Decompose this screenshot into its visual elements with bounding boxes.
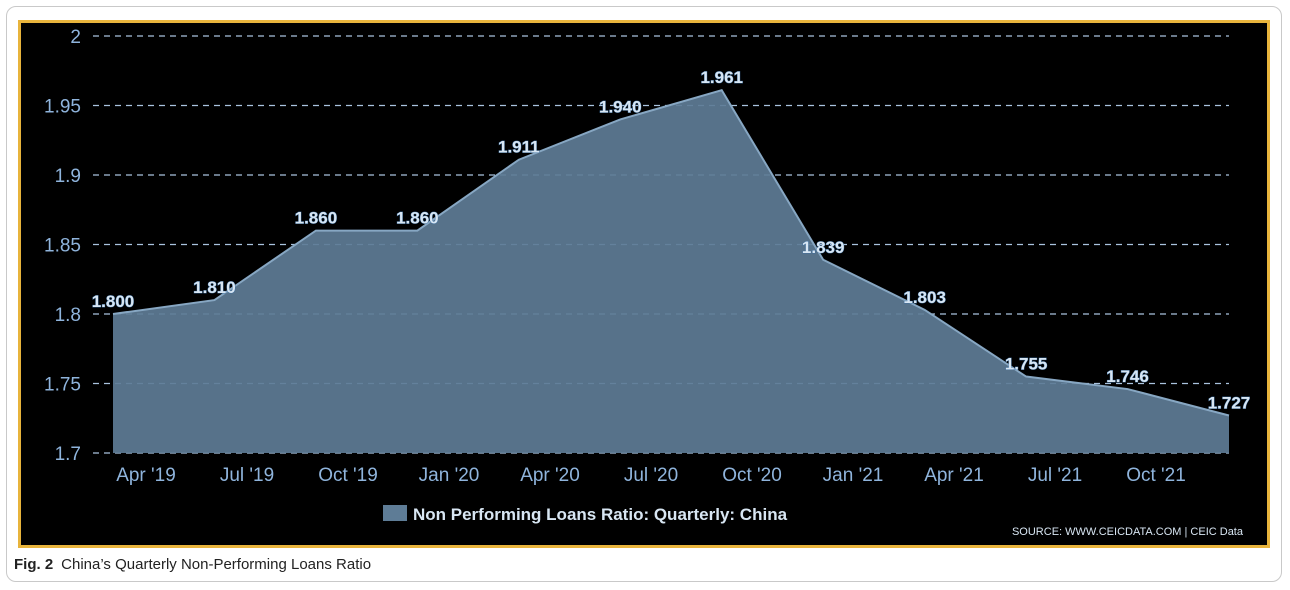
x-tick-label: Jul '19 [220,465,274,486]
x-tick-label: Oct '21 [1126,465,1186,486]
data-label: 1.755 [1005,355,1048,374]
data-label: 1.727 [1208,393,1251,412]
data-label: 1.860 [396,209,439,228]
data-label: 1.803 [903,288,946,307]
data-label: 1.961 [700,68,743,87]
legend: Non Performing Loans Ratio: Quarterly: C… [383,505,788,524]
y-tick-label: 1.95 [44,97,81,118]
x-tick-label: Oct '19 [318,465,378,486]
x-tick-label: Oct '20 [722,465,782,486]
x-tick-label: Apr '20 [520,465,580,486]
data-label: 1.746 [1106,367,1149,386]
data-labels: 1.800 1.810 1.860 1.860 1.911 1.940 1.961 1.839… [91,68,1251,413]
legend-label: Non Performing Loans Ratio: Quarterly: C… [413,505,788,524]
series-line [112,89,1230,417]
figure-label: Fig. 2 [14,556,54,573]
y-tick-label: 1.75 [44,375,81,396]
x-tick-label: Jan '21 [823,465,884,486]
y-tick-label: 1.7 [55,444,81,465]
figure-caption-text: China’s Quarterly Non-Performing Loans R… [61,556,372,573]
x-tick-label: Apr '19 [116,465,176,486]
y-axis-ticks: 2 1.95 1.9 1.85 1.8 1.75 1.7 [44,27,81,465]
data-label: 1.860 [295,209,338,228]
figure-caption: Fig. 2 China’s Quarterly Non-Performing L… [14,556,371,573]
source-note: SOURCE: WWW.CEICDATA.COM | CEIC Data [1012,526,1244,538]
area-layer [112,89,1230,454]
series-area [113,90,1229,454]
data-label: 1.940 [599,97,642,116]
y-tick-label: 1.8 [55,305,81,326]
x-tick-label: Jul '20 [624,465,678,486]
y-tick-label: 1.9 [55,166,81,187]
y-tick-label: 2 [70,27,81,48]
x-tick-label: Jul '21 [1028,465,1082,486]
y-tick-label: 1.85 [44,236,81,257]
x-tick-label: Jan '20 [419,465,480,486]
chart-panel: 2 1.95 1.9 1.85 1.8 1.75 1.7 Apr '19 Jul '19 Oct… [18,20,1270,548]
data-label: 1.810 [193,278,236,297]
data-label: 1.800 [92,292,135,311]
x-axis-ticks: Apr '19 Jul '19 Oct '19 Jan '20 Apr '20 Jul '… [116,465,1186,486]
area-chart: 2 1.95 1.9 1.85 1.8 1.75 1.7 Apr '19 Jul '19 Oct… [44,27,1251,538]
legend-swatch [383,505,407,521]
data-label: 1.839 [802,238,845,257]
x-tick-label: Apr '21 [924,465,984,486]
data-label: 1.911 [498,138,540,157]
